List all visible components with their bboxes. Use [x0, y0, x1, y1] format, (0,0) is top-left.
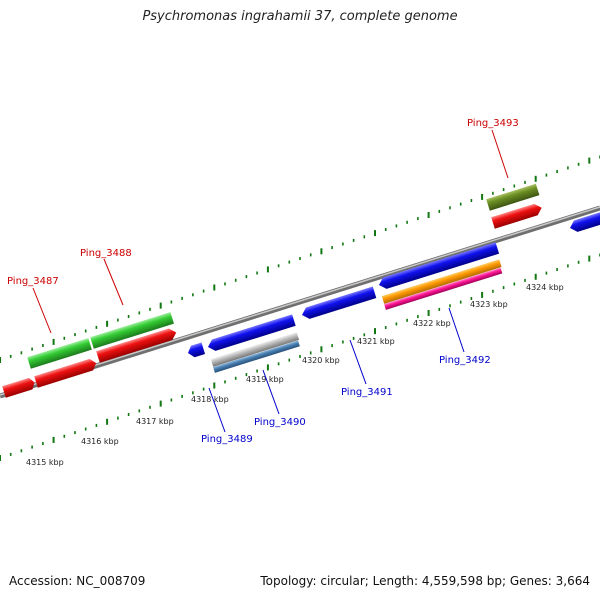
scale-tick-label: 4323 kbp — [470, 300, 508, 309]
leader-line — [491, 129, 509, 179]
scale-tick-label: 4317 kbp — [136, 417, 174, 426]
gene-label-ping-3488[interactable]: Ping_3488 — [80, 248, 132, 259]
gene-box-orange[interactable] — [381, 259, 502, 304]
scale-tick-label: 4321 kbp — [357, 337, 395, 346]
gene-features — [2, 183, 600, 398]
gene-box-olive[interactable] — [486, 183, 540, 211]
gene-arrow-blue[interactable] — [377, 242, 500, 291]
gene-label-ping-3492[interactable]: Ping_3492 — [439, 355, 491, 366]
gene-box-green[interactable] — [27, 338, 92, 369]
gene-label-ping-3487[interactable]: Ping_3487 — [7, 276, 59, 287]
leader-line — [448, 307, 465, 353]
gene-arrow-red[interactable] — [491, 202, 543, 229]
gene-label-ping-3489[interactable]: Ping_3489 — [201, 434, 253, 445]
leader-line — [208, 387, 226, 433]
gene-arrow-blue[interactable] — [300, 286, 377, 321]
leader-line — [349, 339, 367, 385]
scale-tick-label: 4316 kbp — [81, 437, 119, 446]
scale-tick-label: 4315 kbp — [26, 458, 64, 467]
genome-summary-text: Topology: circular; Length: 4,559,598 bp… — [260, 574, 590, 588]
gene-arrow-red[interactable] — [96, 327, 178, 363]
scale-tick-label: 4322 kbp — [413, 319, 451, 328]
gene-arrow-blue[interactable] — [186, 342, 206, 358]
scale-tick-label: 4318 kbp — [191, 395, 229, 404]
accession-text: Accession: NC_008709 — [9, 574, 146, 588]
genome-title: Psychromonas ingrahamii 37, complete gen… — [142, 9, 458, 24]
leader-line — [103, 258, 124, 306]
gene-labels: Ping_3487 Ping_3488 Ping_3493 Ping_3489 … — [7, 118, 519, 445]
gene-arrow-red[interactable] — [34, 357, 98, 388]
leader-line — [262, 369, 280, 415]
gene-box-green[interactable] — [90, 312, 174, 349]
gene-arrow-red[interactable] — [2, 377, 36, 398]
genome-backbone-highlight — [0, 206, 600, 396]
scale-tick-label: 4320 kbp — [302, 356, 340, 365]
gene-box-gray[interactable] — [210, 332, 300, 367]
strand-guide-dots — [0, 155, 600, 461]
scale-ticks: 4315 kbp 4316 kbp 4317 kbp 4318 kbp 4319… — [26, 283, 564, 467]
scale-tick-label: 4319 kbp — [246, 375, 284, 384]
leader-line — [32, 287, 52, 334]
gene-box-steel[interactable] — [213, 340, 300, 373]
gene-label-ping-3491[interactable]: Ping_3491 — [341, 387, 393, 398]
gene-label-ping-3490[interactable]: Ping_3490 — [254, 417, 306, 428]
scale-tick-label: 4324 kbp — [526, 283, 564, 292]
gene-label-ping-3493[interactable]: Ping_3493 — [467, 118, 519, 129]
gene-box-magenta[interactable] — [384, 267, 503, 310]
gene-arrow-blue[interactable] — [206, 314, 296, 352]
genome-backbone — [0, 205, 600, 399]
